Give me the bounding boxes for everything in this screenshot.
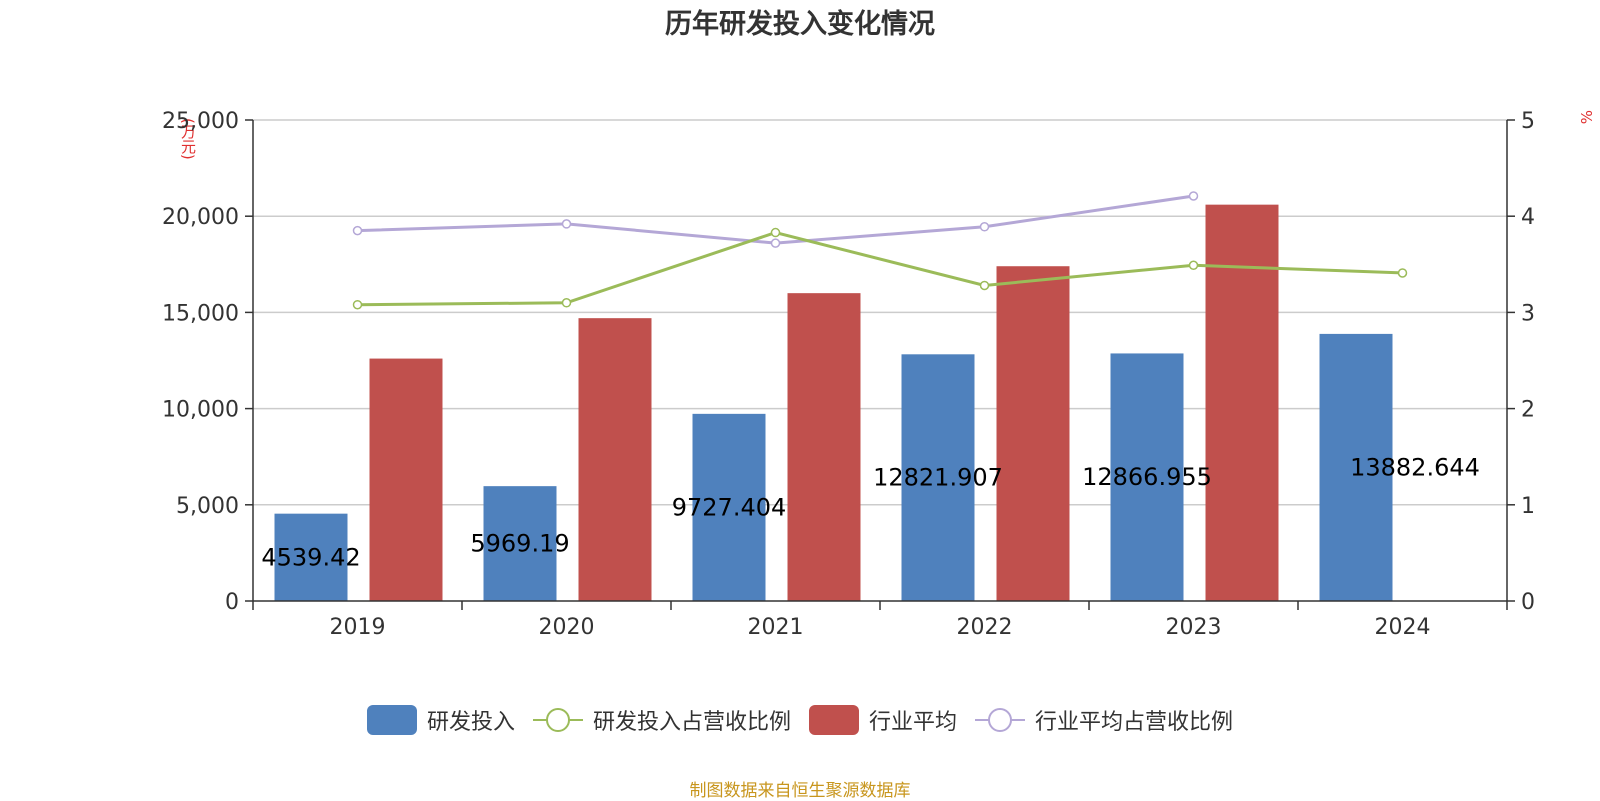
chart-legend: 研发投入 研发投入占营收比例 行业平均 行业平均占营收比例 [0,704,1600,736]
y-left-tick-label: 15,000 [162,301,239,326]
legend-item-rd-ratio[interactable]: 研发投入占营收比例 [532,704,791,736]
point-industry-ratio [561,219,572,229]
legend-swatch-industry [809,705,859,735]
y-left-unit: (万元) [179,118,197,160]
bar-industry-2021 [787,293,861,601]
x-tick-label-2023: 2023 [1166,615,1222,640]
y-left-tick-label: 20,000 [162,205,239,230]
point-rd-ratio [770,227,781,238]
bar-industry-2019 [369,358,443,601]
point-rd-ratio [1397,268,1408,278]
y-right-tick-label: 1 [1521,494,1535,519]
y-right-tick-label: 2 [1521,398,1535,423]
data-label-rd-2021: 9727.404 [672,493,787,521]
y-right-tick-label: 5 [1521,109,1535,134]
point-rd-ratio [979,280,990,291]
bar-rd-2021 [692,413,766,601]
legend-item-industry[interactable]: 行业平均 [809,704,957,736]
bar-rd-2020 [483,486,557,601]
bar-rd-2024 [1319,333,1393,601]
data-source-note: 制图数据来自恒生聚源数据库 [689,781,911,801]
legend-swatch-rd [366,705,417,735]
line-rd-ratio [357,230,1403,307]
chart-canvas: 0 5,000 10,000 15,000 20,000 25,000 0 1 2 3 4 5 2019… [162,109,1535,640]
x-tick-label-2020: 2020 [539,615,595,640]
y-left-tick-label: 25,000 [162,109,239,134]
y-left-tick-label: 5,000 [176,494,239,519]
data-label-rd-2024: 13882.644 [1350,453,1480,481]
chart-title: 历年研发投入变化情况 [665,9,935,40]
y-right-tick-label: 0 [1521,590,1535,615]
y-left-tick-label: 0 [225,590,239,615]
x-tick-label-2024: 2024 [1375,615,1431,640]
y-right-tick-label: 3 [1521,301,1535,326]
bar-industry-2022 [996,266,1070,601]
bar-rd-2019 [274,513,348,601]
bar-rd-2023 [1110,353,1184,601]
point-industry-ratio [1188,191,1199,201]
x-tick-label-2021: 2021 [748,615,804,640]
point-industry-ratio [770,238,781,248]
bar-rd-2022 [901,354,975,601]
y-left-tick-label: 10,000 [162,398,239,423]
data-label-rd-2019: 4539.42 [261,543,360,571]
bar-industry-2023 [1205,204,1279,601]
point-rd-ratio [561,298,572,308]
legend-label-industry-ratio: 行业平均占营收比例 [1035,710,1234,735]
data-label-rd-2022: 12821.907 [873,464,1003,492]
point-industry-ratio [979,222,990,232]
legend-label-industry: 行业平均 [869,710,958,735]
y-right-tick-label: 4 [1521,205,1535,230]
data-label-rd-2020: 5969.19 [470,530,569,558]
bar-industry-2020 [578,318,652,601]
legend-item-rd[interactable]: 研发投入 [366,704,515,736]
data-label-rd-2023: 12866.955 [1082,463,1212,491]
legend-swatch-rd-ratio [532,708,583,732]
point-industry-ratio [352,225,363,236]
legend-label-rd: 研发投入 [426,710,515,735]
legend-label-rd-ratio: 研发投入占营收比例 [592,710,791,735]
x-tick-label-2022: 2022 [957,615,1013,640]
x-tick-label-2019: 2019 [330,615,386,640]
legend-item-industry-ratio[interactable]: 行业平均占营收比例 [975,704,1233,736]
legend-swatch-industry-ratio [975,708,1026,732]
point-rd-ratio [352,299,363,310]
point-rd-ratio [1188,260,1199,271]
